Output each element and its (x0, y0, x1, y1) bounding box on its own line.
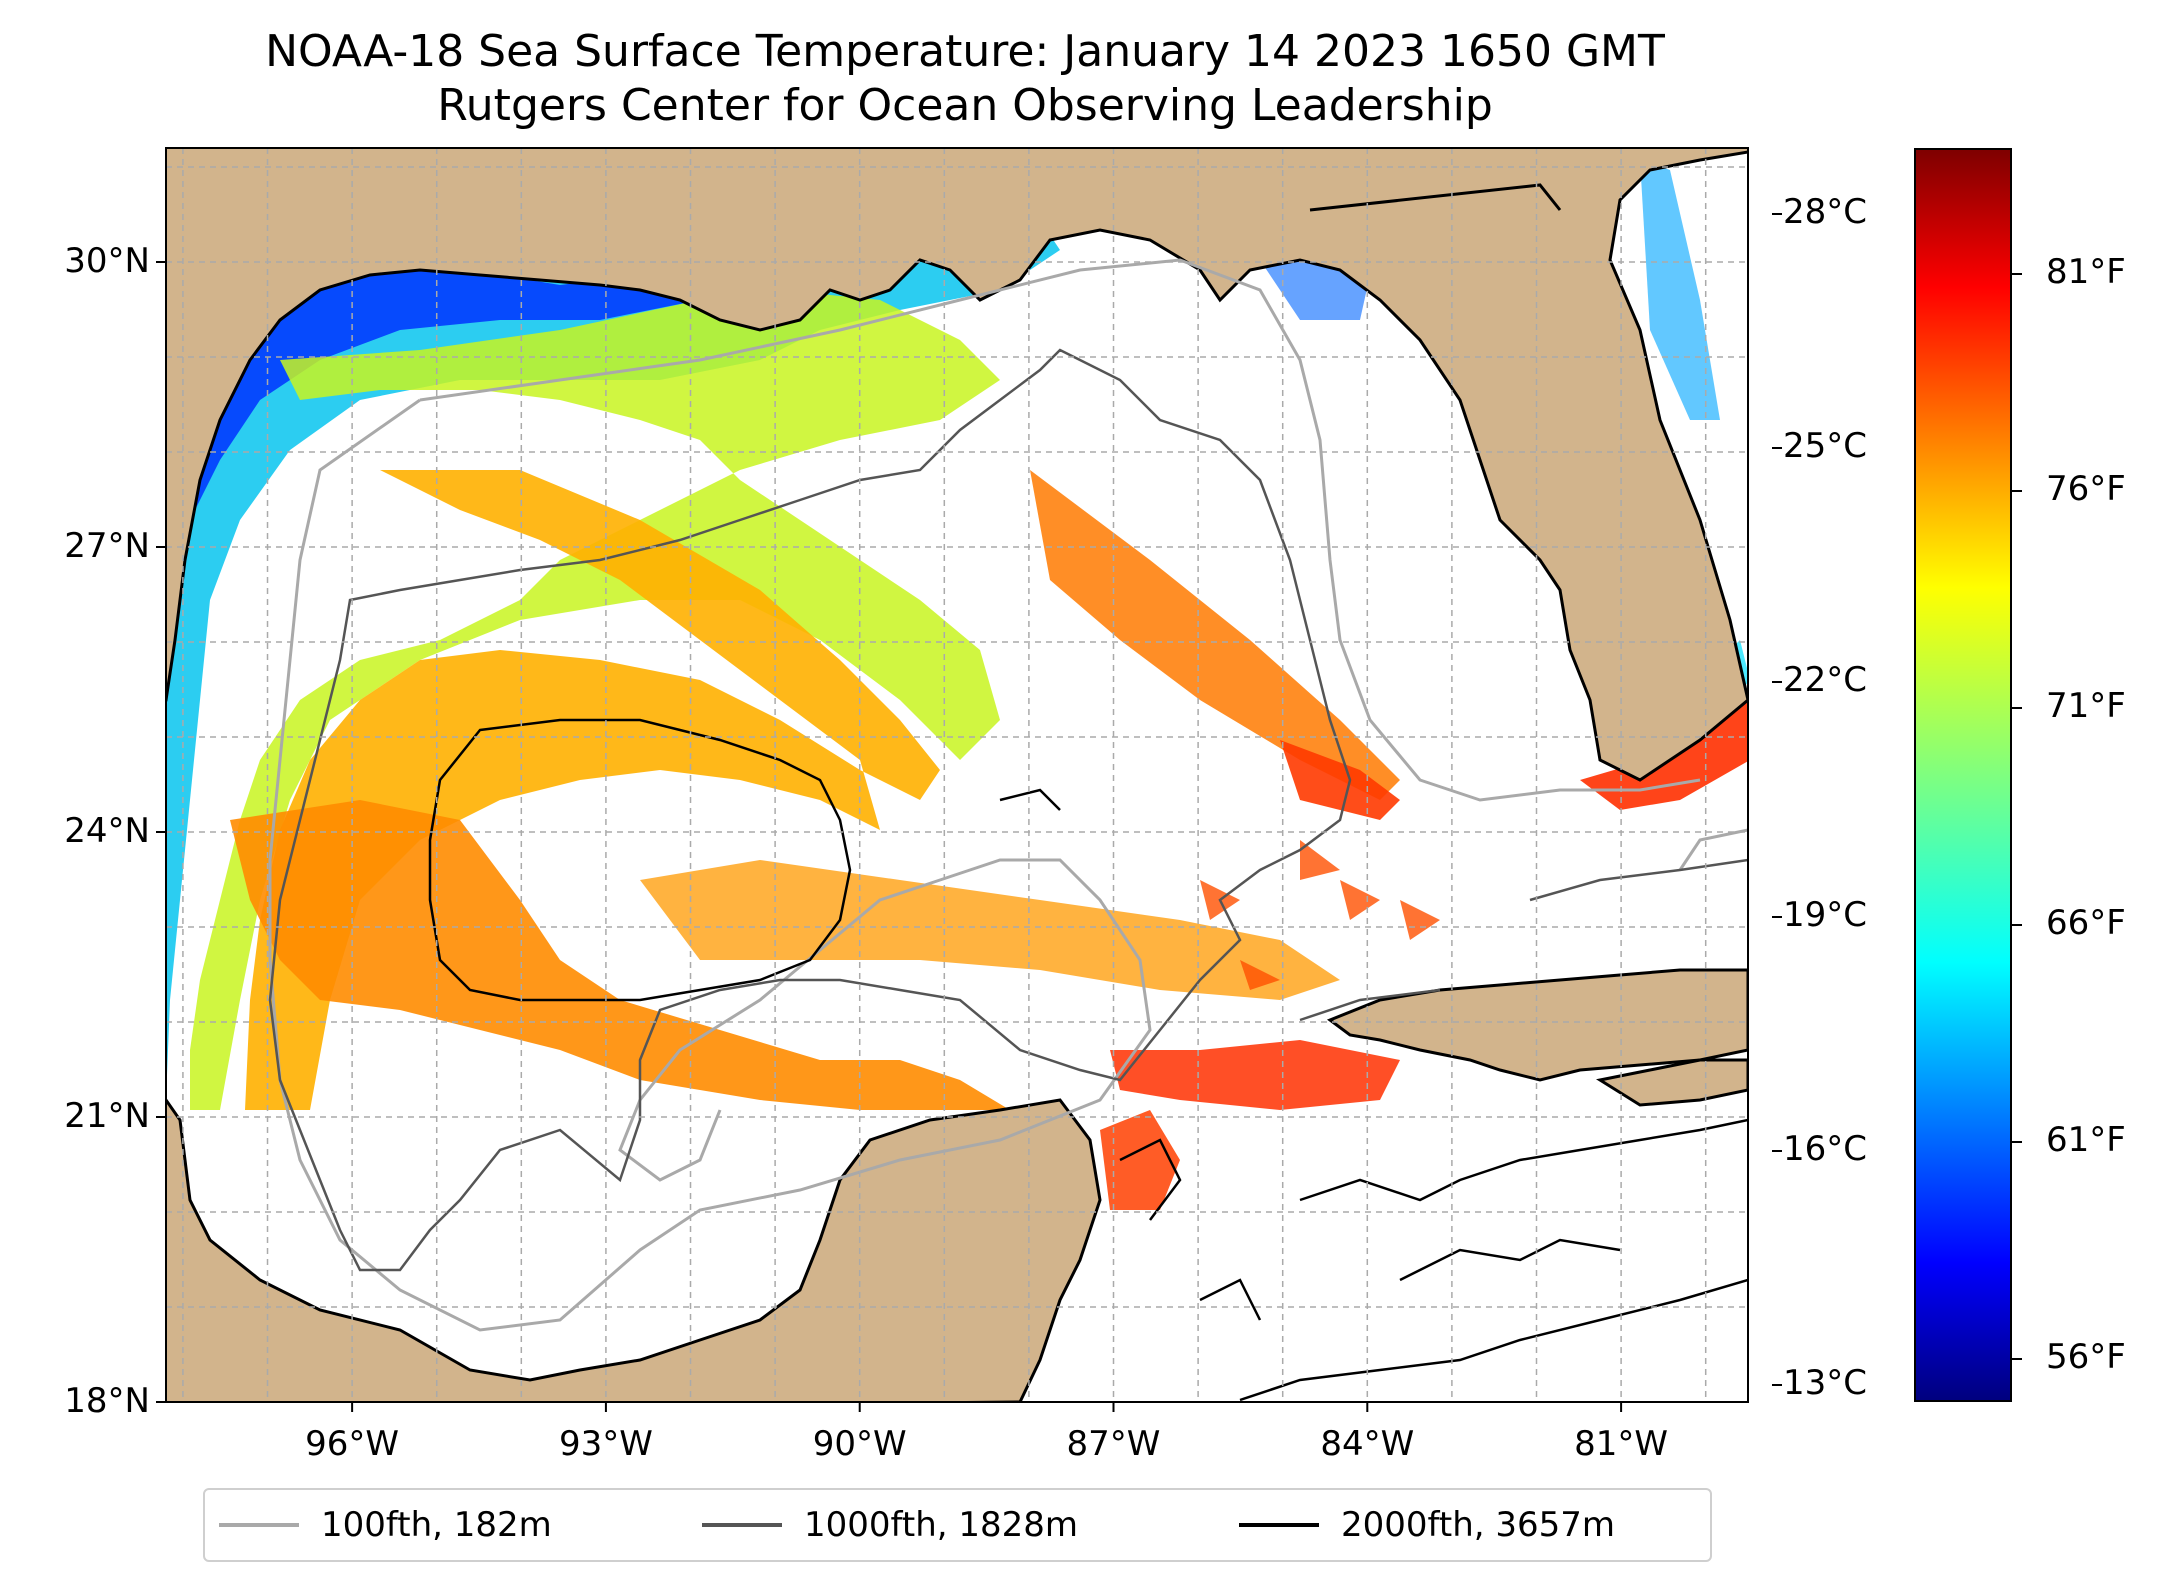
legend-swatch (219, 1523, 299, 1527)
legend-item-2000fth: 2000fth, 3657m (1239, 1490, 1615, 1560)
colorbar-celsius-label: 16°C (1783, 1129, 1868, 1169)
colorbar (1914, 148, 2012, 1402)
lat-tick-label: 18°N (64, 1381, 150, 1421)
colorbar-celsius-tick (1772, 212, 1782, 215)
colorbar-fahrenheit-label: 76°F (2046, 469, 2126, 510)
lon-tick-label: 84°W (1320, 1424, 1415, 1464)
colorbar-fahrenheit-tick (2012, 707, 2022, 710)
colorbar-fahrenheit-label: 81°F (2046, 252, 2126, 293)
lat-tick-label: 27°N (64, 526, 150, 566)
legend-label: 2000fth, 3657m (1341, 1505, 1616, 1545)
legend-swatch (1239, 1523, 1319, 1527)
graticule (166, 148, 1748, 1402)
colorbar-celsius-label: 13°C (1783, 1363, 1868, 1404)
map-frame (165, 147, 1749, 1403)
axis-tick-marks (156, 261, 1623, 1412)
chart-title: NOAA-18 Sea Surface Temperature: January… (265, 26, 1665, 77)
legend-swatch (702, 1523, 782, 1527)
lon-tick-label: 81°W (1574, 1424, 1669, 1464)
colorbar-fahrenheit-label: 71°F (2046, 686, 2126, 727)
colorbar-fahrenheit-tick (2012, 1358, 2022, 1361)
lat-tick-label: 30°N (64, 241, 150, 281)
lat-tick-label: 24°N (64, 811, 150, 851)
colorbar-celsius-tick (1772, 681, 1782, 684)
lon-tick-label: 93°W (558, 1424, 653, 1464)
colorbar-fahrenheit-tick (2012, 490, 2022, 493)
lat-tick-label: 21°N (64, 1096, 150, 1136)
colorbar-celsius-label: 19°C (1783, 894, 1868, 935)
legend-label: 100fth, 182m (321, 1505, 552, 1545)
lon-tick-label: 87°W (1066, 1424, 1161, 1464)
colorbar-celsius-tick (1772, 446, 1782, 449)
colorbar-celsius-tick (1772, 1150, 1782, 1152)
colorbar-celsius-label: 22°C (1783, 660, 1868, 701)
colorbar-fahrenheit-tick (2012, 273, 2022, 276)
colorbar-celsius-label: 25°C (1783, 425, 1868, 466)
colorbar-celsius-tick (1772, 915, 1782, 918)
colorbar-fahrenheit-tick (2012, 1141, 2022, 1144)
colorbar-fahrenheit-label: 61°F (2046, 1120, 2126, 1161)
legend-item-100fth: 100fth, 182m (219, 1490, 552, 1560)
lon-tick-label: 90°W (812, 1424, 907, 1464)
colorbar-fahrenheit-tick (2012, 924, 2022, 927)
legend-label: 1000fth, 1828m (804, 1505, 1079, 1545)
chart-subtitle: Rutgers Center for Ocean Observing Leade… (437, 80, 1493, 131)
colorbar-fahrenheit-label: 56°F (2046, 1337, 2126, 1378)
colorbar-celsius-tick (1772, 1384, 1782, 1387)
legend: 100fth, 182m 1000fth, 1828m 2000fth, 365… (203, 1488, 1712, 1562)
colorbar-fahrenheit-label: 66°F (2046, 903, 2126, 944)
legend-item-1000fth: 1000fth, 1828m (702, 1490, 1078, 1560)
land-layer (166, 148, 1748, 1402)
bathymetry-contours (268, 183, 1748, 1402)
colorbar-celsius-label: 28°C (1783, 191, 1868, 232)
lon-tick-label: 96°W (305, 1424, 400, 1464)
